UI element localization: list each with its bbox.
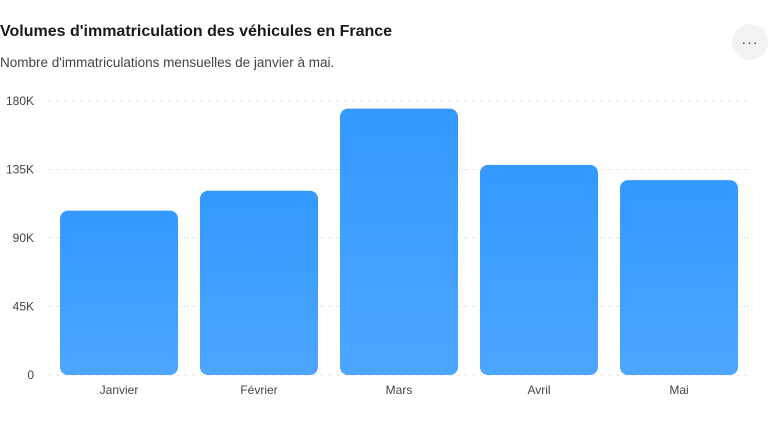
- y-tick-label: 180K: [6, 94, 34, 108]
- x-tick-label: Mai: [669, 383, 688, 397]
- y-tick-label: 135K: [6, 163, 34, 177]
- y-tick-label: 0: [27, 368, 34, 382]
- bar-mars[interactable]: [340, 108, 458, 375]
- chart-title: Volumes d'immatriculation des véhicules …: [0, 23, 393, 40]
- bar-janvier[interactable]: [60, 210, 178, 375]
- more-options-icon: ···: [741, 34, 759, 50]
- more-options-button[interactable]: ···: [732, 24, 768, 60]
- x-tick-label: Janvier: [100, 383, 139, 397]
- chart-subtitle: Nombre d'immatriculations mensuelles de …: [0, 55, 335, 70]
- x-tick-label: Mars: [386, 383, 413, 397]
- y-tick-label: 90K: [13, 231, 34, 245]
- bar-février[interactable]: [200, 190, 318, 375]
- x-tick-label: Février: [240, 383, 277, 397]
- bar-avril[interactable]: [480, 164, 598, 375]
- bar-mai[interactable]: [620, 180, 738, 375]
- x-axis-ticks: Janvier Février Mars Avril Mai: [100, 383, 689, 397]
- x-tick-label: Avril: [527, 383, 550, 397]
- y-tick-label: 45K: [13, 300, 34, 314]
- bars: [60, 108, 738, 375]
- y-axis-ticks: 0 45K 90K 135K 180K: [6, 94, 34, 382]
